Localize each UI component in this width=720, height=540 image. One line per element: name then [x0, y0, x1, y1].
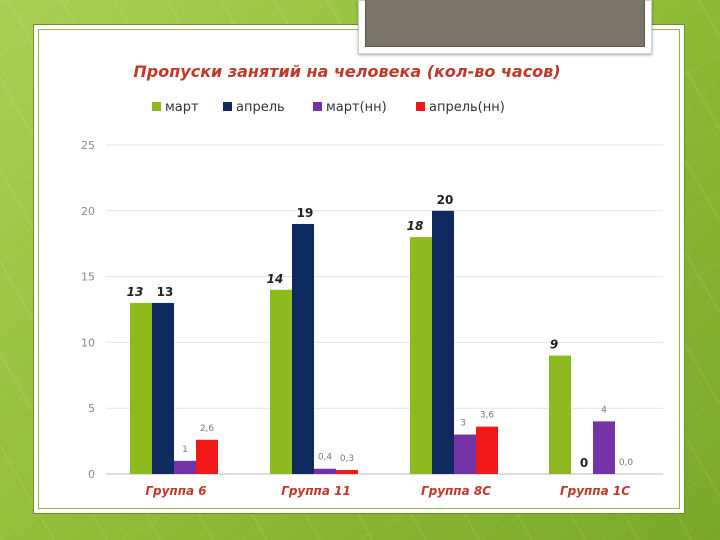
bar — [593, 421, 615, 474]
bar — [292, 223, 314, 474]
legend-swatch — [313, 102, 322, 111]
data-label: 0,0 — [619, 458, 634, 468]
y-tick-label: 10 — [81, 336, 95, 349]
data-label: 0,4 — [318, 453, 333, 463]
photo-frame — [358, 0, 652, 54]
data-label: 20 — [437, 193, 454, 207]
x-category-label: Группа 11 — [281, 484, 351, 498]
legend-label: апрель — [236, 100, 285, 115]
data-label: 3 — [460, 419, 466, 429]
bar — [130, 302, 152, 474]
legend-label: март — [165, 100, 199, 115]
y-tick-label: 25 — [81, 139, 95, 152]
legend-swatch — [152, 102, 161, 111]
bar — [270, 289, 292, 474]
photo-image — [365, 0, 645, 47]
y-tick-label: 20 — [81, 205, 95, 218]
data-label: 18 — [407, 219, 424, 233]
x-axis-labels: Группа 6 Группа 11 Группа 8С Группа 1С — [145, 484, 630, 498]
y-tick-label: 15 — [81, 271, 95, 284]
data-label: 3,6 — [480, 411, 495, 421]
data-label: 19 — [297, 206, 314, 220]
x-category-label: Группа 6 — [145, 484, 206, 498]
bar — [454, 434, 476, 474]
data-label: 13 — [127, 285, 144, 299]
bar — [549, 355, 571, 474]
y-tick-label: 5 — [88, 402, 95, 415]
bars: 13 13 1 2,6 14 19 0,4 0,3 18 20 3 3,6 9 0 4 0,0 — [127, 193, 634, 475]
bar — [476, 426, 498, 474]
data-label: 1 — [182, 445, 188, 455]
data-label: 0 — [580, 456, 588, 470]
legend-label: март(нн) — [326, 100, 387, 115]
data-label: 13 — [157, 285, 174, 299]
data-label: 9 — [550, 338, 558, 352]
legend-swatch — [416, 102, 425, 111]
bar — [196, 439, 218, 474]
bar — [174, 460, 196, 474]
grid-lines — [106, 144, 663, 475]
data-label: 14 — [267, 272, 284, 286]
y-tick-label: 0 — [88, 468, 95, 481]
legend-label: апрель(нн) — [429, 100, 505, 115]
bar — [314, 468, 336, 474]
data-label: 4 — [601, 405, 607, 415]
bar — [432, 210, 454, 475]
y-axis-ticks: 0 5 10 15 20 25 — [81, 139, 95, 481]
chart-title: Пропуски занятий на человека (кол-во час… — [133, 62, 560, 81]
legend: март апрель март(нн) апрель(нн) — [152, 100, 505, 115]
bar — [410, 237, 432, 474]
x-category-label: Группа 8С — [421, 484, 491, 498]
data-label: 2,6 — [200, 424, 215, 434]
x-category-label: Группа 1С — [560, 484, 630, 498]
bar — [336, 470, 358, 474]
data-label: 0,3 — [340, 454, 354, 464]
bar — [152, 302, 174, 474]
legend-swatch — [223, 102, 232, 111]
